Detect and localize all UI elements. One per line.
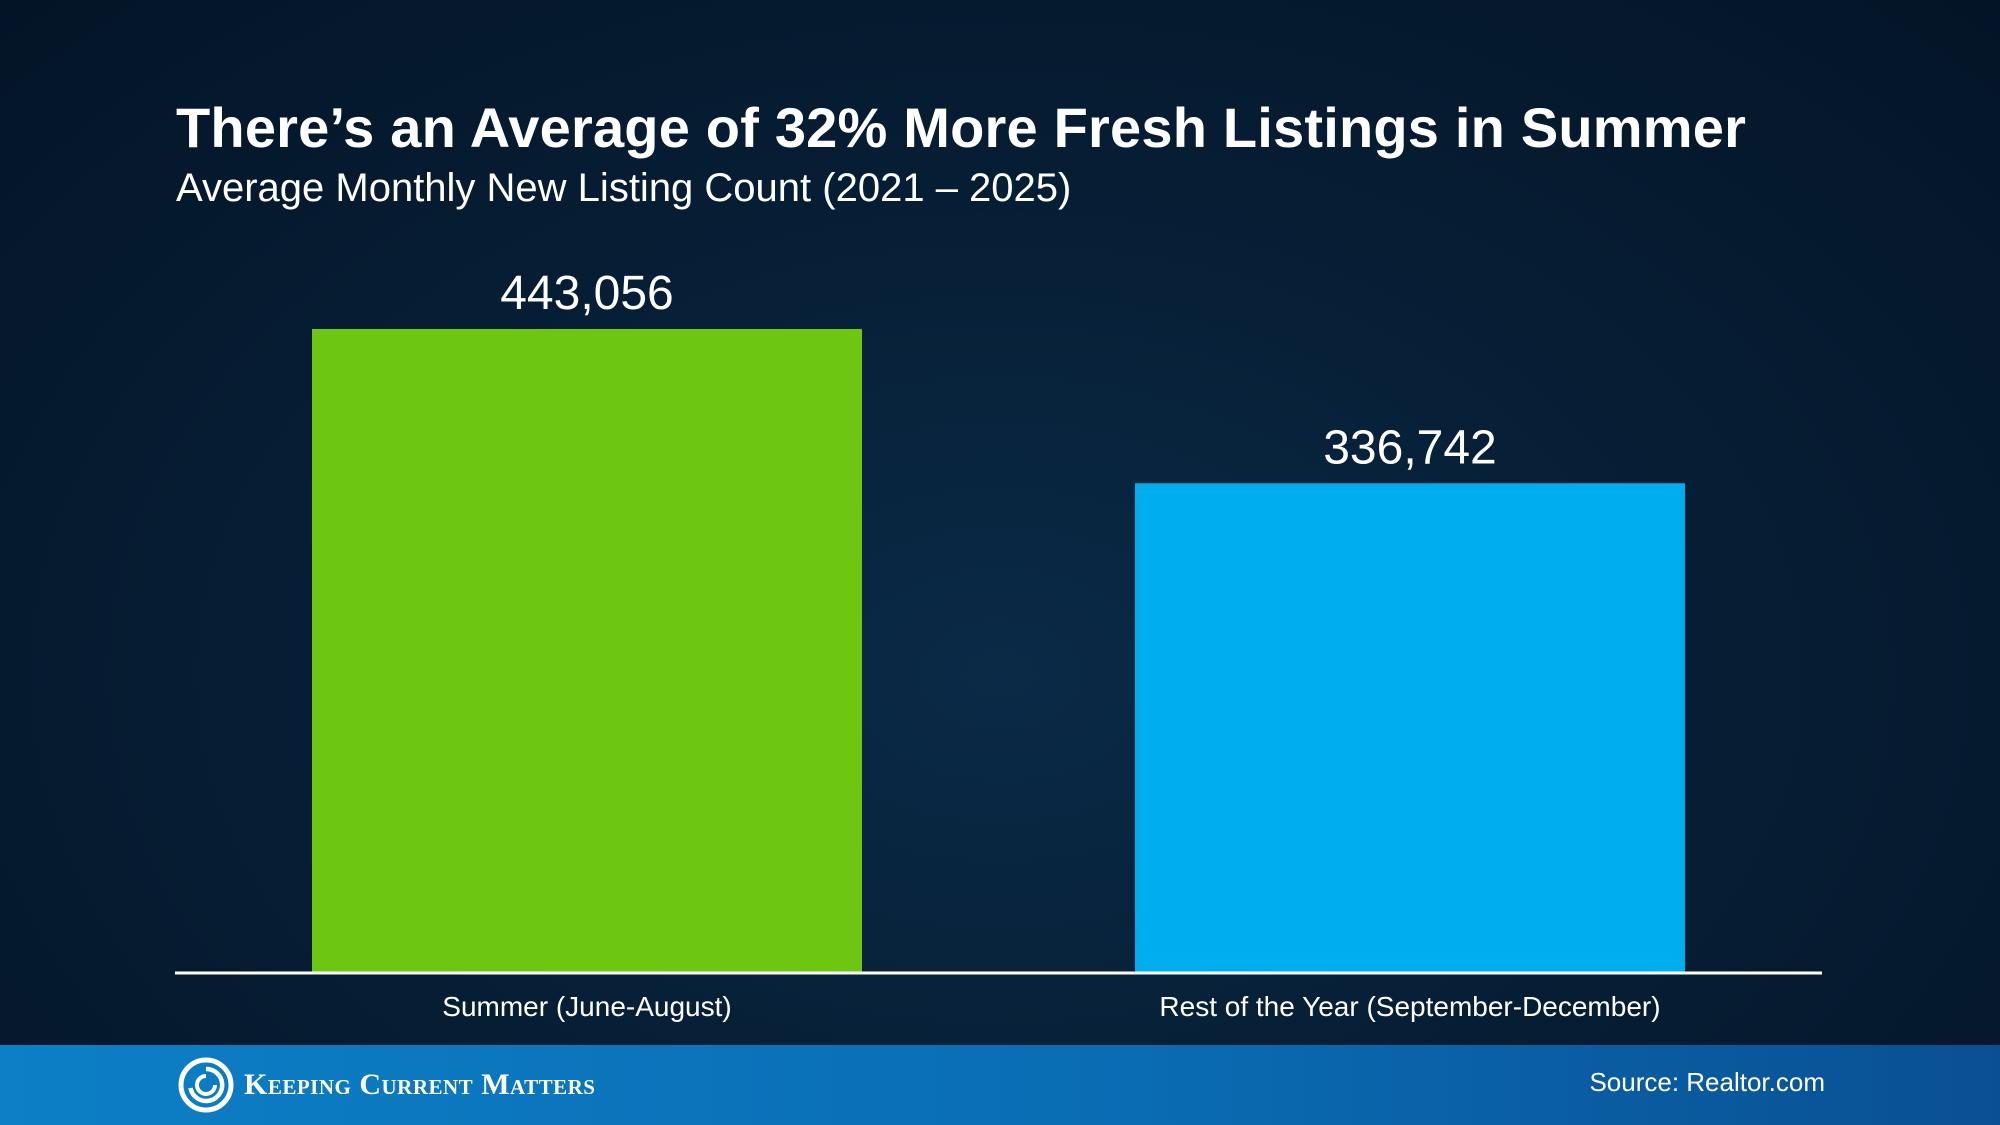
source-credit: Source: Realtor.com	[1589, 1067, 1825, 1097]
swirl-logo-icon	[178, 1057, 234, 1113]
x-tick-label: Rest of the Year (September-December)	[1159, 991, 1660, 1022]
brand-logo: Keeping Current Matters	[178, 1055, 595, 1115]
bar-summer	[312, 329, 862, 972]
bar-chart: 443,056 Summer (June-August) 336,742 Rest o…	[312, 267, 1685, 1022]
x-tick-label: Summer (June-August)	[442, 991, 731, 1022]
footer-bar: Keeping Current Matters Source: Realtor.…	[0, 1045, 2000, 1125]
data-label: 336,742	[1323, 421, 1497, 474]
brand-name: Keeping Current Matters	[244, 1068, 596, 1101]
data-label: 443,056	[500, 267, 674, 320]
chart-title: There’s an Average of 32% More Fresh Lis…	[176, 96, 1747, 159]
chart-subtitle: Average Monthly New Listing Count (2021 …	[176, 166, 1072, 210]
bar-rest-of-year	[1135, 483, 1685, 972]
